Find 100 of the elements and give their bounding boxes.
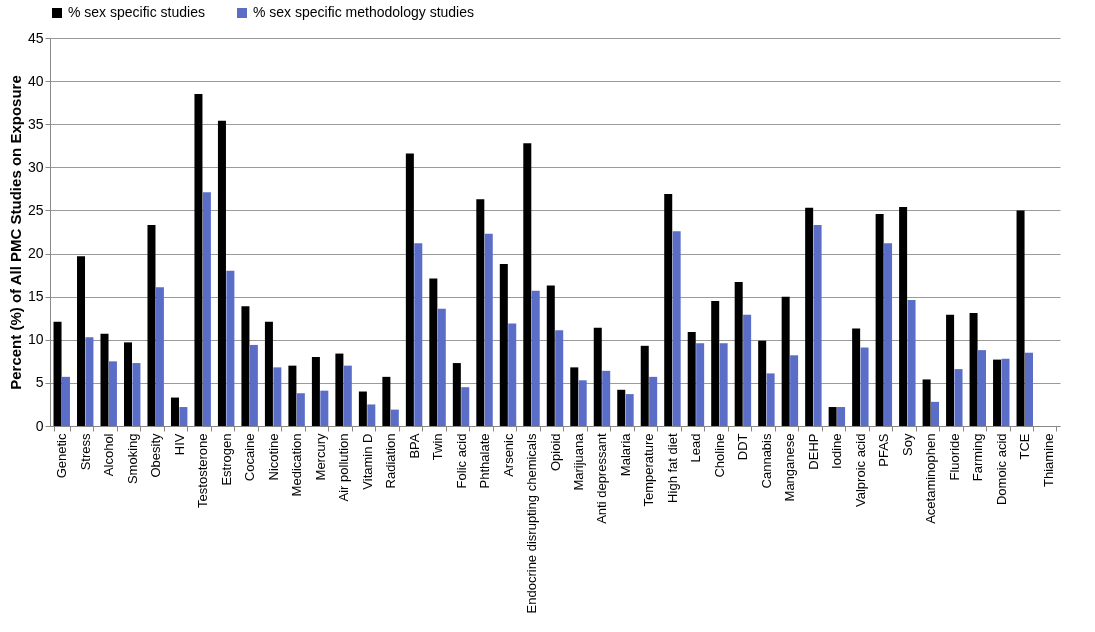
x-tick-label: Acetaminophen [923, 433, 939, 524]
bar [672, 231, 681, 426]
bar [899, 207, 908, 426]
bar [852, 328, 861, 426]
bar [625, 394, 634, 426]
bar [390, 409, 399, 426]
x-tick-label: Iodine [829, 433, 845, 469]
bar [555, 330, 564, 426]
bar [170, 397, 179, 426]
x-tick-label: High fat diet [664, 433, 680, 503]
x-tick-label: Cocaine [242, 433, 258, 482]
legend-label: % sex specific studies [68, 4, 205, 20]
y-tick-label: 10 [27, 331, 44, 348]
x-tick-label: Farming [970, 433, 986, 482]
bar [781, 296, 790, 426]
x-tick-label: TCE [1017, 433, 1033, 460]
bar [719, 343, 728, 426]
bar [1016, 210, 1025, 426]
bar [523, 143, 532, 426]
bar [217, 120, 226, 426]
x-tick-label: BPA [406, 433, 422, 459]
x-tick-label: Temperature [641, 433, 657, 507]
bar [687, 332, 696, 426]
bar [766, 373, 775, 426]
bar [296, 393, 305, 426]
x-tick-label: Mercury [312, 433, 328, 481]
x-tick-label: Twin [430, 433, 446, 461]
x-tick-label: Phthalate [477, 433, 493, 489]
y-tick-label: 40 [27, 72, 44, 89]
bar [179, 407, 188, 426]
x-tick-label: Smoking [124, 433, 140, 485]
x-tick-label: Obesity [148, 433, 164, 478]
bar [382, 376, 391, 426]
bar [922, 379, 931, 426]
x-tick-label: Air pollution [336, 433, 352, 502]
bar [249, 344, 258, 426]
bar [640, 345, 649, 426]
bar [108, 361, 117, 426]
x-tick-label: Anti depressant [594, 433, 610, 524]
bar [77, 256, 86, 426]
x-tick-label: Vitamin D [359, 433, 375, 490]
bar [649, 376, 658, 426]
bar [335, 353, 344, 426]
x-tick-label: Thiamine [1040, 433, 1056, 487]
bar [288, 365, 297, 426]
x-tick-label: Stress [77, 433, 93, 471]
x-tick-label: Medication [289, 433, 305, 497]
bar [100, 333, 109, 426]
bar [593, 327, 602, 426]
x-tick-label: Domoic acid [993, 433, 1009, 506]
bar [147, 225, 156, 426]
bar [946, 314, 955, 426]
y-axis-title: Percent (%) of All PMC Studies on Exposure [6, 75, 24, 390]
bar [132, 363, 141, 426]
bar [264, 321, 273, 426]
x-tick-label: Arsenic [500, 433, 516, 477]
bar [311, 357, 320, 426]
bar [320, 390, 329, 426]
x-tick-label: Estrogen [218, 433, 234, 486]
y-tick-label: 0 [35, 417, 44, 434]
x-tick-label: DEHP [805, 433, 821, 470]
bar [805, 207, 814, 426]
bar [969, 313, 978, 426]
x-tick-label: Folic acid [453, 433, 469, 489]
y-tick-label: 15 [27, 288, 44, 305]
y-tick-label: 30 [27, 158, 44, 175]
x-tick-label: Testosterone [195, 433, 211, 508]
x-tick-label: Marijuana [570, 432, 586, 491]
bar [578, 380, 587, 426]
bar [837, 407, 846, 426]
bar [664, 194, 673, 426]
x-tick-label: Choline [711, 433, 727, 478]
x-tick-label: Radiation [383, 433, 399, 489]
bar [484, 233, 493, 426]
y-tick-label: 20 [27, 245, 44, 262]
bar [61, 376, 70, 426]
bar [202, 192, 211, 426]
bar [358, 391, 367, 426]
bar [1024, 352, 1033, 426]
bar [499, 263, 508, 426]
bar [1001, 358, 1010, 426]
bar [602, 370, 611, 426]
bar [743, 314, 752, 426]
x-tick-label: Malaria [617, 432, 633, 477]
x-tick-label: Nicotine [265, 433, 281, 481]
bar [437, 308, 446, 426]
bar [452, 363, 461, 426]
bar [194, 94, 203, 426]
bar [931, 401, 940, 426]
bar [907, 300, 916, 426]
bar [734, 282, 743, 426]
bar [758, 340, 767, 426]
x-tick-label: Genetic [54, 433, 70, 479]
y-tick-label: 45 [27, 29, 44, 46]
y-tick-label: 35 [27, 115, 44, 132]
bar [570, 367, 579, 426]
bar [405, 153, 414, 426]
bar [993, 359, 1002, 426]
bar [875, 213, 884, 426]
x-tick-label: Soy [899, 433, 915, 456]
